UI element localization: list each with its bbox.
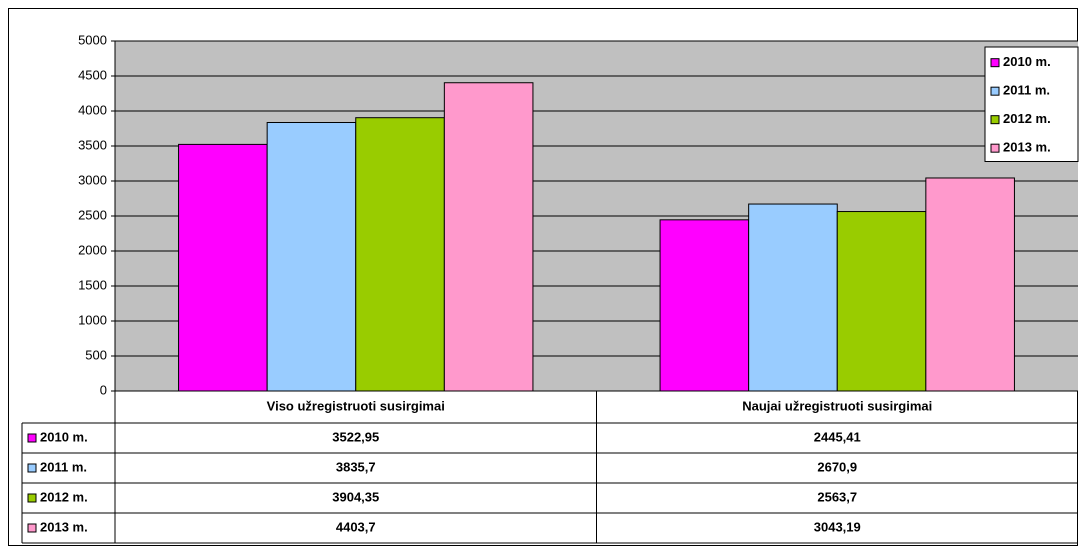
x-tick-label: Naujai užregistruoti susirgimai	[742, 398, 932, 413]
legend-key	[990, 86, 1000, 96]
y-tick-label: 3500	[78, 137, 107, 152]
legend-key	[990, 115, 1000, 125]
table-cell: 2563,7	[817, 489, 857, 504]
y-tick-label: 2500	[78, 207, 107, 222]
legend-label: 2013 m.	[1003, 140, 1051, 155]
table-row-label: 2013 m.	[40, 519, 88, 534]
bar	[443, 82, 534, 392]
table-row-label: 2011 m.	[40, 459, 87, 474]
table-legend-key	[27, 523, 37, 533]
table-cell: 2445,41	[814, 429, 861, 444]
table-cell: 4403,7	[336, 519, 376, 534]
table-row-label: 2010 m.	[40, 429, 88, 444]
bar	[178, 143, 268, 392]
bar	[925, 177, 1015, 392]
y-tick-label: 1500	[78, 277, 107, 292]
bar	[836, 211, 927, 392]
y-tick-label: 2000	[78, 242, 107, 257]
table-legend-key	[27, 433, 37, 443]
table-cell: 3904,35	[332, 489, 379, 504]
table-cell: 3043,19	[814, 519, 861, 534]
table-cell: 2670,9	[817, 459, 857, 474]
legend-label: 2011 m.	[1003, 83, 1050, 98]
y-tick-label: 0	[100, 382, 107, 397]
y-tick-label: 3000	[78, 172, 107, 187]
y-tick-label: 500	[85, 347, 107, 362]
legend-label: 2010 m.	[1003, 54, 1051, 69]
bar	[659, 219, 750, 392]
legend-key	[990, 143, 1000, 153]
table-cell: 3522,95	[332, 429, 379, 444]
legend-label: 2012 m.	[1003, 111, 1051, 126]
y-tick-label: 5000	[78, 32, 107, 47]
table-cell: 3835,7	[336, 459, 376, 474]
bar	[748, 203, 838, 392]
table-row-label: 2012 m.	[40, 489, 88, 504]
legend-key	[990, 58, 1000, 68]
x-tick-label: Viso užregistruoti susirgimai	[267, 398, 445, 413]
y-tick-label: 4000	[78, 102, 107, 117]
y-tick-label: 4500	[78, 67, 107, 82]
bar	[266, 122, 357, 392]
legend-box	[984, 46, 1079, 162]
bar	[355, 117, 445, 392]
table-legend-key	[27, 463, 37, 473]
table-legend-key	[27, 493, 37, 503]
y-tick-label: 1000	[78, 312, 107, 327]
